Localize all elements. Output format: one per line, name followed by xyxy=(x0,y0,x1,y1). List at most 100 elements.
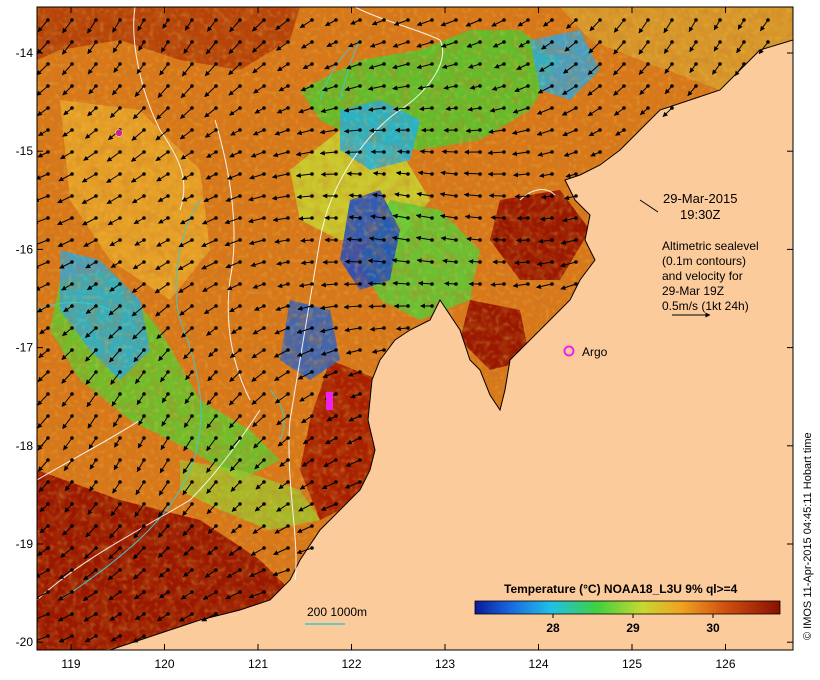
velocity-arrow xyxy=(271,173,289,179)
velocity-arrow xyxy=(491,19,505,27)
velocity-arrow-origin xyxy=(262,18,266,22)
velocity-arrow xyxy=(85,525,97,538)
velocity-arrow-origin xyxy=(214,128,218,132)
velocity-arrow-origin xyxy=(334,392,338,396)
velocity-arrow-origin xyxy=(214,194,218,198)
velocity-arrow xyxy=(464,214,481,220)
velocity-arrow-origin xyxy=(310,348,314,352)
velocity-arrow-origin xyxy=(574,106,578,110)
velocity-arrow xyxy=(736,41,745,54)
velocity-arrow xyxy=(487,150,505,156)
velocity-arrow-origin xyxy=(190,150,194,154)
velocity-arrow-origin xyxy=(286,282,290,286)
velocity-arrow xyxy=(37,635,49,643)
velocity-arrow xyxy=(178,613,193,622)
velocity-arrow xyxy=(468,63,481,69)
velocity-arrow xyxy=(206,481,217,494)
velocity-arrow-origin xyxy=(94,634,98,638)
velocity-arrow-origin xyxy=(190,84,194,88)
velocity-arrow xyxy=(566,19,577,29)
velocity-arrow-origin xyxy=(334,304,338,308)
velocity-arrow xyxy=(37,393,49,406)
y-tick-label: -17 xyxy=(16,341,34,355)
velocity-arrow-origin xyxy=(166,458,170,462)
velocity-arrow xyxy=(368,106,385,112)
velocity-arrow xyxy=(392,41,409,48)
velocity-arrow-origin xyxy=(310,62,314,66)
velocity-arrow xyxy=(613,63,625,76)
velocity-arrow-origin xyxy=(262,194,266,198)
velocity-arrow-origin xyxy=(334,282,338,286)
velocity-arrow-origin xyxy=(694,40,698,44)
velocity-arrow xyxy=(37,613,49,621)
velocity-arrow-origin xyxy=(358,18,362,22)
velocity-arrow-origin xyxy=(406,326,410,330)
velocity-arrow-origin xyxy=(502,172,506,176)
velocity-arrow xyxy=(207,19,217,32)
velocity-arrow-origin xyxy=(70,568,74,572)
velocity-arrow xyxy=(276,260,289,266)
velocity-arrow-origin xyxy=(478,150,482,154)
velocity-arrow-origin xyxy=(334,260,338,264)
velocity-arrow xyxy=(113,459,121,471)
velocity-arrow-origin xyxy=(646,106,650,110)
velocity-arrow-origin xyxy=(118,458,122,462)
velocity-arrow xyxy=(441,63,457,69)
velocity-arrow xyxy=(201,239,217,247)
velocity-arrow-origin xyxy=(574,216,578,220)
velocity-arrow-origin xyxy=(286,458,290,462)
velocity-arrow-origin xyxy=(238,62,242,66)
velocity-arrow-origin xyxy=(526,172,530,176)
velocity-arrow xyxy=(252,415,265,428)
velocity-arrow xyxy=(415,235,433,241)
velocity-arrow-origin xyxy=(70,480,74,484)
velocity-arrow xyxy=(132,107,145,120)
velocity-arrow-origin xyxy=(190,502,194,506)
velocity-arrow xyxy=(183,415,193,428)
velocity-arrow xyxy=(319,150,337,156)
velocity-arrow-origin xyxy=(358,172,362,176)
velocity-arrow-origin xyxy=(166,348,170,352)
velocity-arrow-origin xyxy=(358,216,362,220)
glider-track-marker[interactable] xyxy=(326,392,333,410)
velocity-arrow xyxy=(57,613,73,622)
velocity-arrow-origin xyxy=(94,304,98,308)
velocity-arrow-origin xyxy=(70,634,74,638)
velocity-arrow-origin xyxy=(526,84,530,88)
velocity-arrow xyxy=(110,503,121,517)
colorbar-gradient xyxy=(474,600,781,615)
velocity-arrow xyxy=(639,85,649,95)
velocity-arrow xyxy=(346,171,361,177)
velocity-arrow xyxy=(37,173,49,180)
velocity-arrow xyxy=(131,195,145,204)
velocity-arrow xyxy=(37,261,49,269)
velocity-arrow-origin xyxy=(334,18,338,22)
velocity-arrow xyxy=(183,569,193,577)
drifter-marker[interactable] xyxy=(115,129,123,137)
velocity-arrow xyxy=(276,107,289,114)
velocity-arrow-origin xyxy=(310,436,314,440)
velocity-arrow xyxy=(367,281,385,287)
date-pointer xyxy=(639,199,659,213)
velocity-arrow xyxy=(663,41,673,54)
velocity-arrow xyxy=(229,19,241,33)
velocity-arrow-origin xyxy=(454,150,458,154)
argo-marker[interactable] xyxy=(563,345,575,357)
velocity-arrow-origin xyxy=(310,194,314,198)
velocity-arrow xyxy=(134,591,145,600)
velocity-arrow-origin xyxy=(238,304,242,308)
velocity-arrow-origin xyxy=(190,524,194,528)
velocity-arrow xyxy=(179,129,193,140)
argo-label: Argo xyxy=(582,345,608,359)
velocity-arrow xyxy=(228,547,241,556)
velocity-arrow xyxy=(84,547,97,560)
velocity-arrow xyxy=(562,129,577,137)
velocity-arrow-origin xyxy=(70,348,74,352)
velocity-arrow xyxy=(297,371,313,380)
velocity-arrow xyxy=(130,173,145,183)
velocity-arrow xyxy=(158,481,169,496)
velocity-arrow-origin xyxy=(310,84,314,88)
velocity-arrow-origin xyxy=(166,106,170,110)
velocity-arrow-origin xyxy=(118,150,122,154)
velocity-arrow xyxy=(687,85,697,97)
